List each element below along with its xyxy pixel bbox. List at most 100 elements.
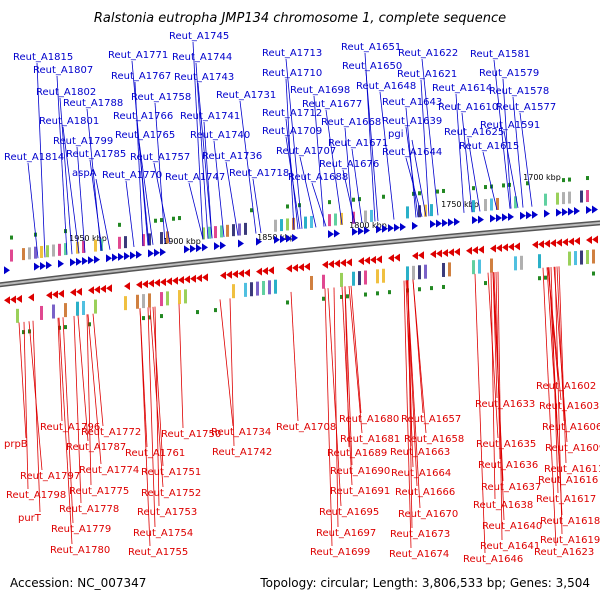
reverse-gene-label: Reut_A1754 <box>133 528 193 539</box>
reverse-leader-line <box>348 285 363 434</box>
forward-leader-line <box>195 62 209 239</box>
reverse-gene-label: Reut_A1708 <box>276 422 336 433</box>
forward-gene-arrow <box>124 252 130 261</box>
reverse-gene-arrow <box>70 288 76 297</box>
reverse-gene-arrow <box>592 235 598 244</box>
reverse-gene-arrow <box>46 291 52 300</box>
forward-tick <box>586 176 589 181</box>
reverse-leader-line <box>406 280 421 509</box>
reverse-gene-arrow <box>328 260 334 269</box>
forward-gene-labels: Reut_A1815 Reut_A1807 Reut_A1802Reut_A1788… <box>4 31 556 183</box>
forward-leader-line <box>134 81 144 246</box>
forward-gene-arrow <box>430 220 436 229</box>
forward-gene-arrow <box>4 266 10 275</box>
kbp-label: 1800 kbp <box>349 221 387 230</box>
forward-leader-line <box>154 102 166 244</box>
reverse-leader-line <box>341 286 353 486</box>
reverse-gene-arrow <box>448 248 454 257</box>
reverse-gene-label: Reut_A1751 <box>141 467 201 478</box>
forward-gene-arrow <box>388 224 394 233</box>
forward-leader-line <box>405 126 419 218</box>
forward-tick <box>418 191 421 196</box>
forward-gene-label: Reut_A1788 <box>63 98 123 109</box>
reverse-gene-arrow <box>322 260 328 269</box>
kbp-label: 1750 kbp <box>441 200 479 209</box>
reverse-gene-label: prpB <box>4 439 28 450</box>
reverse-tick <box>196 310 199 315</box>
forward-leader-line <box>153 162 171 244</box>
reverse-cog-block <box>586 250 589 265</box>
reverse-cog-block <box>136 294 139 309</box>
reverse-leader-line <box>497 271 503 541</box>
reverse-cog-block <box>274 279 277 294</box>
reverse-leader-lines <box>18 266 568 554</box>
forward-gene-label: Reut_A1644 <box>382 147 442 158</box>
forward-gene-arrow <box>286 234 292 243</box>
forward-gene-label: Reut_A1688 <box>288 172 348 183</box>
reverse-cog-block <box>322 274 325 289</box>
forward-cog-block <box>208 226 211 239</box>
forward-cog-block <box>28 247 31 260</box>
reverse-gene-arrow <box>136 280 142 289</box>
forward-cog-block <box>280 219 283 232</box>
reverse-gene-arrow <box>88 286 94 295</box>
forward-leader-line <box>125 180 135 248</box>
reverse-gene-arrow <box>340 258 346 267</box>
reverse-gene-label: Reut_A1638 <box>473 500 533 511</box>
reverse-cog-block <box>442 262 445 277</box>
reverse-gene-arrow <box>160 278 166 287</box>
forward-tick <box>568 177 571 182</box>
reverse-leader-line <box>556 266 565 422</box>
reverse-cog-block <box>358 271 361 286</box>
reverse-gene-arrow <box>232 270 238 279</box>
reverse-gene-arrow <box>124 282 130 291</box>
forward-gene-label: Reut_A1744 <box>172 52 232 63</box>
forward-leader-line <box>313 95 325 227</box>
forward-gene-arrow <box>34 262 40 271</box>
forward-tick <box>328 200 331 205</box>
reverse-gene-arrow <box>268 266 274 275</box>
reverse-leader-line <box>86 314 92 486</box>
reverse-gene-label: Reut_A1775 <box>69 486 129 497</box>
forward-leader-line <box>213 140 225 238</box>
forward-gene-arrow <box>496 213 502 222</box>
forward-gene-label: aspA <box>72 168 97 179</box>
forward-cog-block <box>424 204 427 217</box>
forward-gene-arrow <box>112 253 118 262</box>
reverse-tick <box>22 330 25 335</box>
reverse-gene-label: Reut_A1637 <box>481 482 541 493</box>
reverse-gene-arrow <box>568 237 574 246</box>
forward-cog-block <box>310 215 313 228</box>
reverse-gene-label: Reut_A1633 <box>475 399 535 410</box>
reverse-gene-arrow <box>430 250 436 259</box>
forward-gene-arrow <box>328 230 334 239</box>
forward-tick <box>286 204 289 209</box>
reverse-gene-arrow <box>514 242 520 251</box>
reverse-gene-label: Reut_A1666 <box>395 487 455 498</box>
forward-gene-arrow <box>214 242 220 251</box>
reverse-gene-label: Reut_A1657 <box>401 414 461 425</box>
forward-gene-arrow <box>400 222 406 231</box>
reverse-leader-line <box>554 266 563 535</box>
reverse-cog-block <box>232 284 235 299</box>
forward-gene-arrow <box>556 208 562 217</box>
reverse-gene-arrow <box>370 255 376 264</box>
forward-gene-label: Reut_A1713 <box>262 48 322 59</box>
forward-gene-label: Reut_A1741 <box>180 111 240 122</box>
reverse-tick <box>376 291 379 296</box>
forward-gene-label: Reut_A1581 <box>470 49 530 60</box>
forward-gene-arrow <box>592 205 598 214</box>
forward-gene-arrow <box>394 223 400 232</box>
reverse-gene-arrow <box>346 258 352 267</box>
forward-gene-arrow <box>508 212 514 221</box>
reverse-cog-block <box>124 296 127 311</box>
forward-gene-label: Reut_A1615 <box>459 141 519 152</box>
forward-cog-block <box>490 198 493 211</box>
reverse-leader-line <box>327 288 342 507</box>
accession-text: Accession: NC_007347 <box>10 576 146 590</box>
reverse-gene-label: Reut_A1779 <box>51 524 111 535</box>
reverse-cog-block <box>568 251 571 266</box>
reverse-cog-block <box>412 265 415 280</box>
forward-leader-line <box>89 159 103 251</box>
reverse-gene-arrow <box>226 270 232 279</box>
